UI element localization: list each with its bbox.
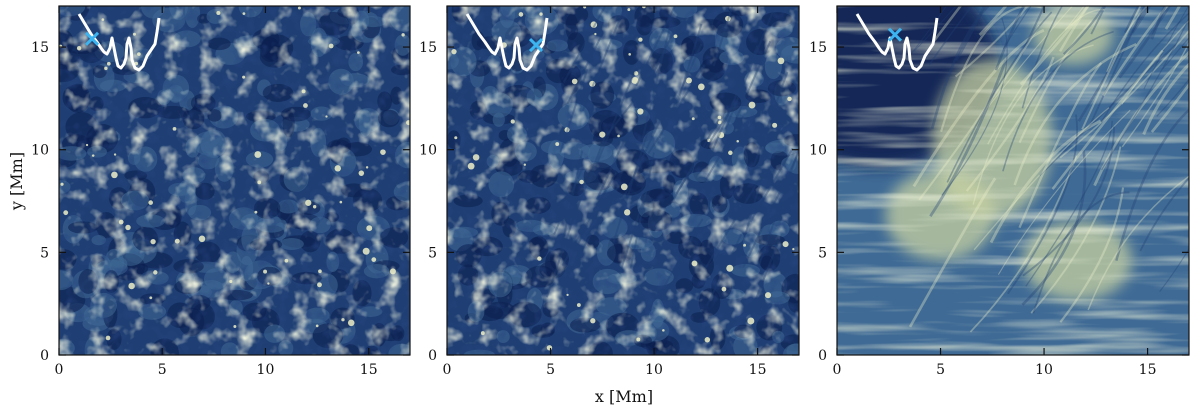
x-tick-label: 5 xyxy=(936,362,945,378)
y-tick-label: 15 xyxy=(419,40,437,56)
panel-frame xyxy=(446,5,800,356)
x-tick-label: 15 xyxy=(360,362,378,378)
y-tick-label: 10 xyxy=(31,143,49,159)
wavelength-marker xyxy=(84,31,100,46)
y-axis-label: y [Mm] xyxy=(7,152,26,211)
line-profile-inset xyxy=(465,13,549,72)
line-profile-inset xyxy=(855,13,939,72)
line-profile-inset xyxy=(77,13,161,72)
x-tick-label: 5 xyxy=(158,362,167,378)
x-tick-label: 15 xyxy=(1139,362,1157,378)
y-tick-label: 10 xyxy=(419,143,437,159)
x-tick-label: 10 xyxy=(257,362,275,378)
x-tick-label: 10 xyxy=(1035,362,1053,378)
solar-image-right xyxy=(837,6,1189,355)
solar-image-left xyxy=(59,6,410,355)
x-tick-label: 5 xyxy=(546,362,555,378)
panel-middle: 0 5 10 15 0 5 10 15 xyxy=(419,5,800,378)
x-axis-label: x [Mm] xyxy=(595,387,653,406)
y-tick-label: 5 xyxy=(40,245,49,261)
y-tick-label: 0 xyxy=(818,348,827,364)
panel-right: 0 5 10 15 0 5 10 15 xyxy=(809,5,1190,378)
y-tick-label: 15 xyxy=(809,40,827,56)
y-tick-label: 0 xyxy=(40,348,49,364)
panel-left: 0 5 10 15 0 5 10 15 xyxy=(31,5,411,378)
wavelength-marker xyxy=(528,37,544,53)
x-tick-label: 10 xyxy=(645,362,663,378)
panel-frame xyxy=(58,5,411,356)
y-tick-label: 15 xyxy=(31,40,49,56)
y-tick-label: 5 xyxy=(428,245,437,261)
x-tick-label: 0 xyxy=(443,362,452,378)
panel-frame xyxy=(836,5,1190,356)
x-tick-label: 15 xyxy=(749,362,767,378)
y-tick-label: 5 xyxy=(818,245,827,261)
solar-image-middle xyxy=(447,6,799,355)
x-tick-label: 0 xyxy=(55,362,64,378)
y-tick-label: 0 xyxy=(428,348,437,364)
y-tick-label: 10 xyxy=(809,143,827,159)
wavelength-marker xyxy=(887,27,903,42)
x-tick-label: 0 xyxy=(833,362,842,378)
